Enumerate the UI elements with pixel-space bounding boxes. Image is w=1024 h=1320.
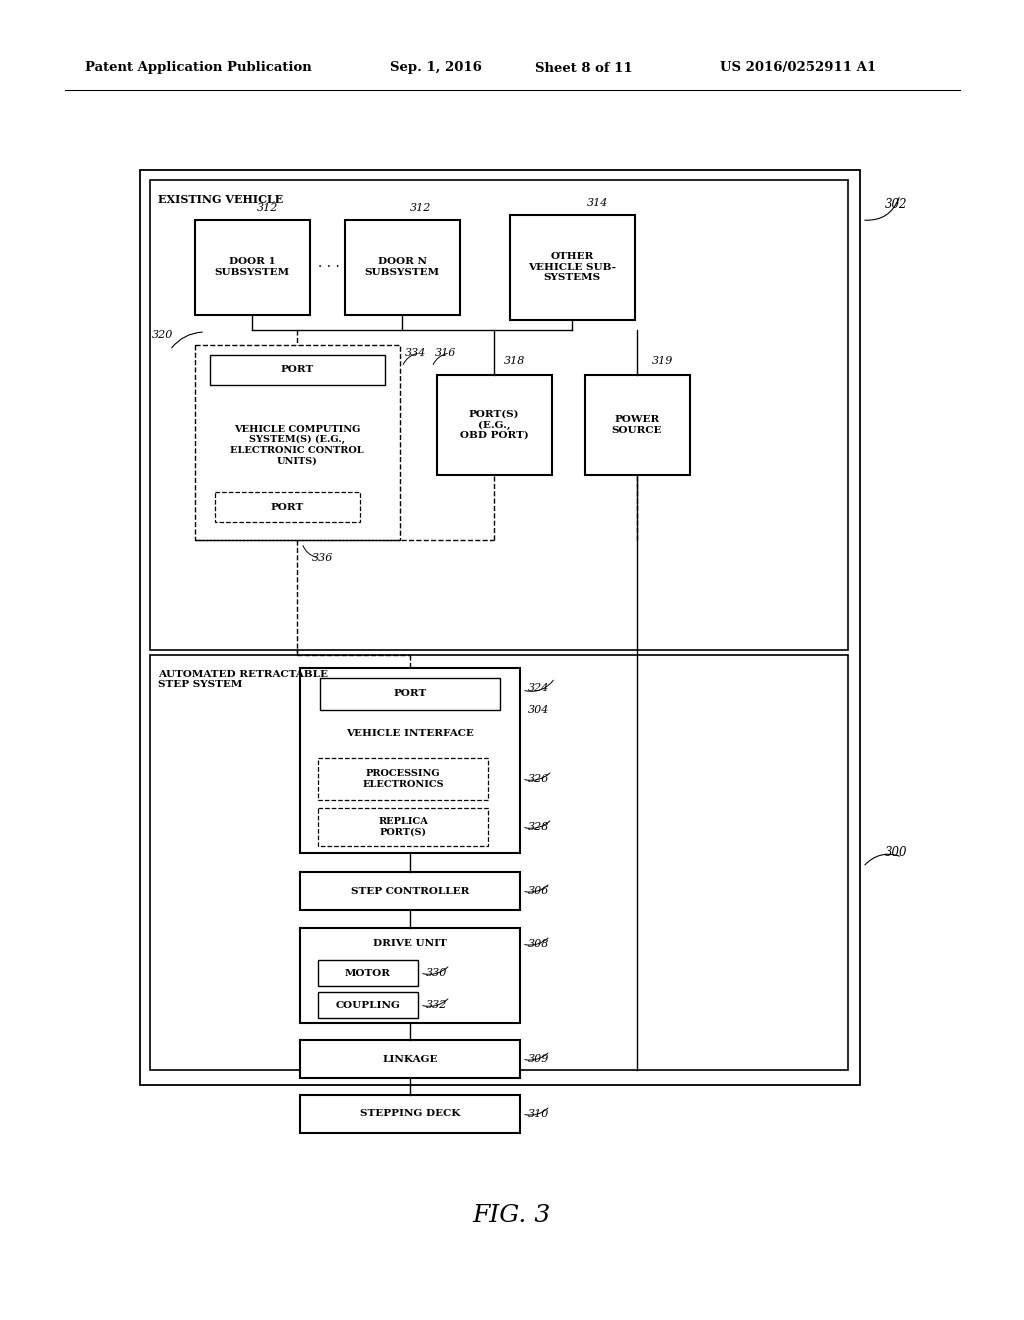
Bar [319,678,500,710]
Text: STEPPING DECK: STEPPING DECK [359,1110,460,1118]
Text: 328: 328 [528,822,549,832]
Text: REPLICA
PORT(S): REPLICA PORT(S) [378,817,428,837]
Text: LINKAGE: LINKAGE [382,1055,437,1064]
Bar [140,170,860,1085]
Text: 316: 316 [435,348,457,358]
Text: EXISTING VEHICLE: EXISTING VEHICLE [158,194,284,205]
Text: US 2016/0252911 A1: US 2016/0252911 A1 [720,62,877,74]
Text: PORT: PORT [281,366,313,375]
Text: PORT: PORT [270,503,304,511]
Text: 318: 318 [504,356,525,366]
Bar [300,873,520,909]
Text: DOOR 1
SUBSYSTEM: DOOR 1 SUBSYSTEM [214,257,290,277]
Text: 309: 309 [528,1053,549,1064]
Bar [585,375,690,475]
Text: PROCESSING
ELECTRONICS: PROCESSING ELECTRONICS [362,770,443,789]
Text: DOOR N
SUBSYSTEM: DOOR N SUBSYSTEM [365,257,439,277]
Text: VEHICLE INTERFACE: VEHICLE INTERFACE [346,729,474,738]
Text: 326: 326 [528,774,549,784]
Bar [510,215,635,319]
Bar [300,668,520,853]
Bar [150,655,848,1071]
Text: COUPLING: COUPLING [336,1001,400,1010]
Text: 336: 336 [312,553,334,564]
Text: Sheet 8 of 11: Sheet 8 of 11 [535,62,633,74]
Text: AUTOMATED RETRACTABLE
STEP SYSTEM: AUTOMATED RETRACTABLE STEP SYSTEM [158,671,328,689]
Text: 306: 306 [528,886,549,896]
Bar [300,1096,520,1133]
Text: 332: 332 [426,1001,447,1010]
Bar [195,220,310,315]
Text: 304: 304 [528,705,549,715]
Bar [318,758,488,800]
Text: 308: 308 [528,939,549,949]
Bar [318,993,418,1018]
Bar [215,492,360,521]
Text: VEHICLE COMPUTING
SYSTEM(S) (E.G.,
ELECTRONIC CONTROL
UNITS): VEHICLE COMPUTING SYSTEM(S) (E.G., ELECT… [230,425,364,465]
Text: MOTOR: MOTOR [345,969,391,978]
Text: FIG. 3: FIG. 3 [473,1204,551,1226]
Text: DRIVE UNIT: DRIVE UNIT [373,940,446,949]
Text: PORT(S)
(E.G.,
OBD PORT): PORT(S) (E.G., OBD PORT) [460,411,528,440]
Text: POWER
SOURCE: POWER SOURCE [611,416,663,434]
Bar [210,355,385,385]
Text: PORT: PORT [393,689,427,698]
Text: 312: 312 [410,203,431,213]
Text: · · ·: · · · [318,260,340,275]
Text: Sep. 1, 2016: Sep. 1, 2016 [390,62,482,74]
Bar [150,180,848,649]
Text: 300: 300 [885,846,907,858]
Text: 319: 319 [652,356,674,366]
Text: 310: 310 [528,1109,549,1119]
Bar [318,960,418,986]
Text: STEP CONTROLLER: STEP CONTROLLER [351,887,469,895]
Text: 330: 330 [426,968,447,978]
Text: OTHER
VEHICLE SUB-
SYSTEMS: OTHER VEHICLE SUB- SYSTEMS [528,252,616,282]
Bar [318,808,488,846]
Text: 314: 314 [587,198,608,209]
Text: 302: 302 [885,198,907,211]
Bar [437,375,552,475]
Text: 334: 334 [406,348,426,358]
Bar [195,345,400,540]
Bar [300,1040,520,1078]
Text: 320: 320 [152,330,173,341]
Bar [345,220,460,315]
Text: 324: 324 [528,682,549,693]
Text: Patent Application Publication: Patent Application Publication [85,62,311,74]
Text: 312: 312 [257,203,279,213]
Bar [300,928,520,1023]
